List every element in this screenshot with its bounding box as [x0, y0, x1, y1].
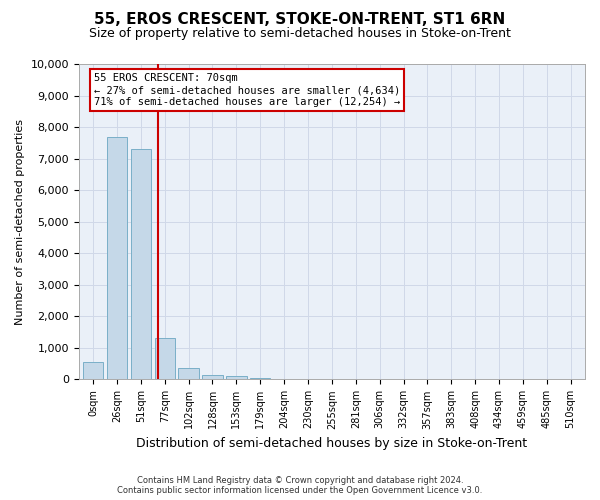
- X-axis label: Distribution of semi-detached houses by size in Stoke-on-Trent: Distribution of semi-detached houses by …: [136, 437, 527, 450]
- Text: 55, EROS CRESCENT, STOKE-ON-TRENT, ST1 6RN: 55, EROS CRESCENT, STOKE-ON-TRENT, ST1 6…: [94, 12, 506, 28]
- Bar: [83, 362, 103, 380]
- Text: Contains HM Land Registry data © Crown copyright and database right 2024.
Contai: Contains HM Land Registry data © Crown c…: [118, 476, 482, 495]
- Text: Size of property relative to semi-detached houses in Stoke-on-Trent: Size of property relative to semi-detach…: [89, 28, 511, 40]
- Bar: [155, 338, 175, 380]
- Bar: [131, 149, 151, 380]
- Bar: [202, 374, 223, 380]
- Bar: [107, 136, 127, 380]
- Text: 55 EROS CRESCENT: 70sqm
← 27% of semi-detached houses are smaller (4,634)
71% of: 55 EROS CRESCENT: 70sqm ← 27% of semi-de…: [94, 74, 400, 106]
- Y-axis label: Number of semi-detached properties: Number of semi-detached properties: [15, 118, 25, 324]
- Bar: [226, 376, 247, 380]
- Bar: [250, 378, 271, 380]
- Bar: [178, 368, 199, 380]
